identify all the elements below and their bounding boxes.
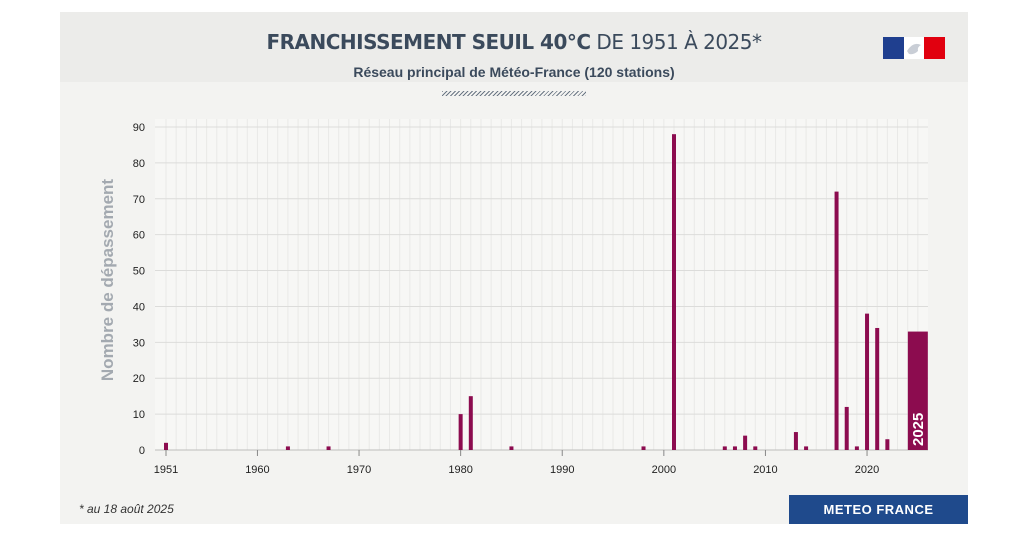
y-tick-label: 0	[139, 445, 145, 457]
bar	[743, 435, 748, 450]
x-tick-label: 2020	[855, 464, 879, 476]
title-divider	[442, 91, 586, 96]
x-tick-label: 1960	[245, 464, 269, 476]
y-tick-label: 20	[133, 373, 145, 385]
y-tick-label: 80	[133, 158, 145, 170]
chart-title: FRANCHISSEMENT SEUIL 40°C DE 1951 À 2025…	[60, 30, 968, 54]
x-tick-label: 1951	[154, 464, 178, 476]
bar	[834, 191, 839, 450]
y-tick-label: 70	[133, 194, 145, 206]
bar	[844, 406, 849, 450]
y-tick-label: 10	[133, 409, 145, 421]
bar	[885, 439, 890, 450]
x-tick-label: 2000	[652, 464, 676, 476]
title-light: DE 1951 À 2025*	[596, 30, 762, 54]
bar	[732, 446, 737, 450]
bar	[804, 446, 809, 450]
y-axis-label: Nombre de dépassement	[98, 178, 117, 382]
bar	[753, 446, 758, 450]
x-tick-label: 1990	[550, 464, 574, 476]
header-band	[60, 12, 968, 82]
bar	[326, 446, 331, 450]
x-tick-label: 1980	[448, 464, 472, 476]
bar	[285, 446, 290, 450]
bar-highlight	[907, 331, 928, 450]
republique-francaise-logo-icon	[883, 37, 945, 59]
bar	[854, 446, 859, 450]
x-tick-label: 1970	[347, 464, 371, 476]
meteo-france-logo: METEO FRANCE	[789, 495, 968, 524]
bar	[458, 414, 463, 450]
title-bold: FRANCHISSEMENT SEUIL 40°C	[266, 30, 591, 54]
bar	[164, 442, 168, 450]
y-tick-label: 50	[133, 266, 145, 278]
y-tick-label: 60	[133, 230, 145, 242]
bar	[468, 396, 473, 450]
bar	[641, 446, 646, 450]
bar	[865, 313, 870, 450]
footnote: * au 18 août 2025	[79, 502, 174, 516]
bar	[672, 134, 676, 450]
y-tick-label: 30	[133, 337, 145, 349]
bar-highlight-label: 2025	[910, 413, 927, 446]
bar	[875, 327, 880, 450]
y-tick-label: 40	[133, 301, 145, 313]
bar	[722, 446, 727, 450]
bar	[509, 446, 514, 450]
y-tick-label: 90	[133, 122, 145, 134]
chart-subtitle: Réseau principal de Météo-France (120 st…	[353, 64, 675, 80]
bar	[793, 432, 798, 450]
x-tick-label: 2010	[753, 464, 777, 476]
